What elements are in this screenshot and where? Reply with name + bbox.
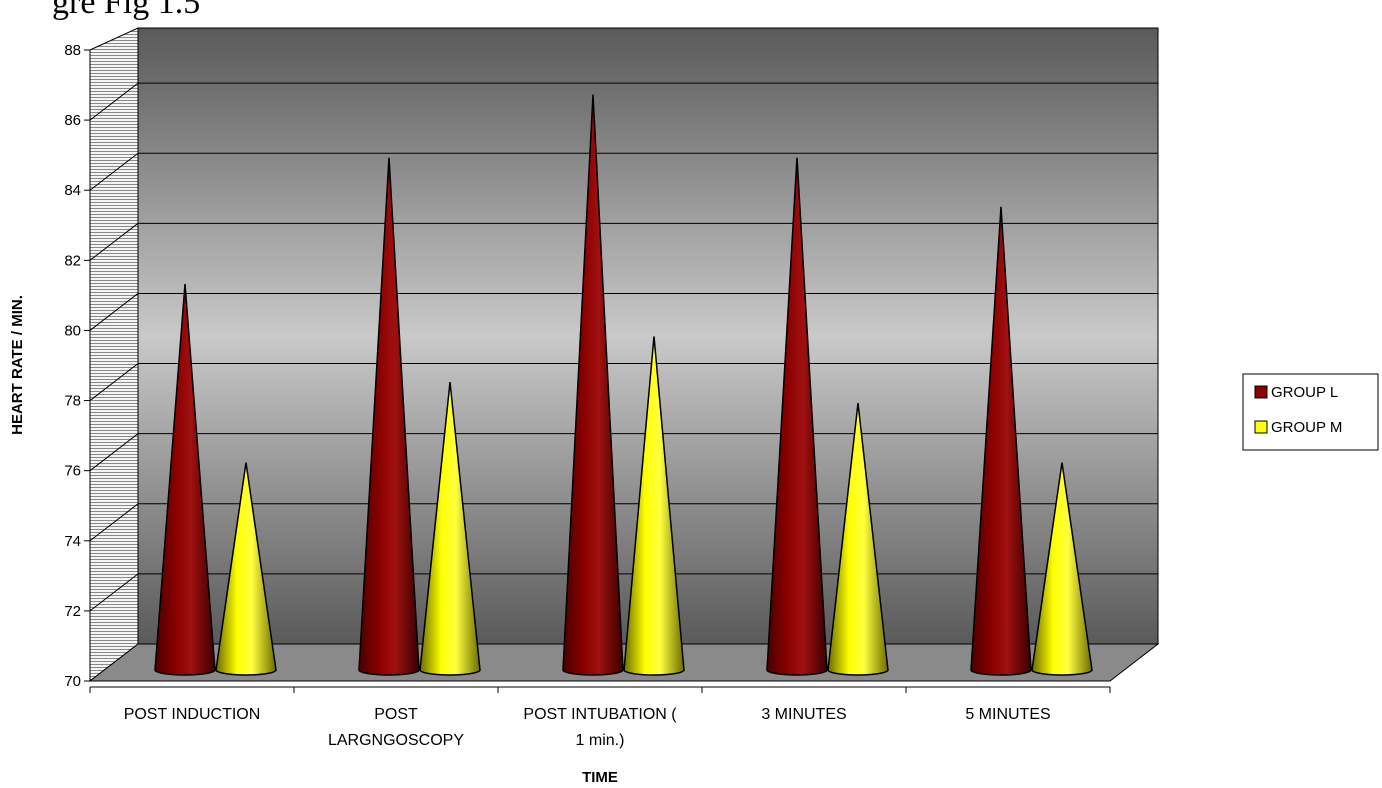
- gridline-side: [89, 82, 139, 121]
- cone-group-m: [827, 402, 889, 676]
- cone-group-l: [766, 157, 828, 676]
- cone-body: [154, 283, 216, 676]
- y-tick-label: 80: [64, 322, 81, 339]
- y-tick-label: 70: [64, 673, 81, 690]
- gridline-side: [89, 152, 139, 191]
- y-axis-title: HEART RATE / MIN.: [9, 295, 26, 435]
- x-tick-label: POST INTUBATION (1 min.): [523, 706, 677, 749]
- cone-group-l: [562, 94, 624, 676]
- gridline-side: [89, 222, 139, 261]
- cone-body: [419, 381, 481, 676]
- side-wall: [89, 27, 139, 683]
- legend-label: GROUP M: [1271, 419, 1342, 436]
- y-tick-label: 78: [64, 393, 81, 410]
- cone-group-m: [419, 381, 481, 676]
- y-tick-label: 74: [64, 533, 81, 550]
- legend-swatch: [1254, 385, 1268, 399]
- y-tick-label: 86: [64, 112, 81, 129]
- cone-body: [562, 94, 624, 676]
- cone-body: [358, 157, 420, 676]
- cone-body: [827, 402, 889, 676]
- gridline-side: [89, 363, 139, 401]
- x-tick-label: 5 MINUTES: [965, 706, 1050, 723]
- x-axis-title: TIME: [582, 769, 618, 786]
- gridline-side: [89, 503, 139, 542]
- cone-group-l: [154, 283, 216, 676]
- cone-body: [970, 206, 1032, 676]
- x-tick-label: 3 MINUTES: [761, 706, 846, 723]
- cone-group-l: [358, 157, 420, 676]
- cone-group-m: [623, 336, 685, 676]
- y-tick-label: 84: [64, 182, 81, 199]
- y-tick-label: 72: [64, 603, 81, 620]
- cone-body: [623, 336, 685, 676]
- cone-body: [1031, 462, 1093, 676]
- y-tick-label: 76: [64, 463, 81, 480]
- gridline-side: [89, 433, 139, 472]
- y-tick-label: 88: [64, 42, 81, 59]
- cone-group-l: [970, 206, 1032, 676]
- x-tick-label: POST LARGNGOSCOPY: [328, 706, 464, 749]
- cone-group-m: [1031, 462, 1093, 676]
- partial-figure-caption: gre Fig 1.5: [52, 0, 201, 21]
- y-tick-label: 82: [64, 252, 81, 269]
- gridline-side: [89, 573, 139, 612]
- legend-label: GROUP L: [1271, 384, 1338, 401]
- legend-swatch: [1254, 420, 1268, 434]
- cone-group-m: [215, 462, 277, 676]
- cone-body: [215, 462, 277, 676]
- gridline-side: [89, 293, 139, 331]
- x-tick-label: POST INDUCTION: [124, 706, 261, 723]
- cone-body: [766, 157, 828, 676]
